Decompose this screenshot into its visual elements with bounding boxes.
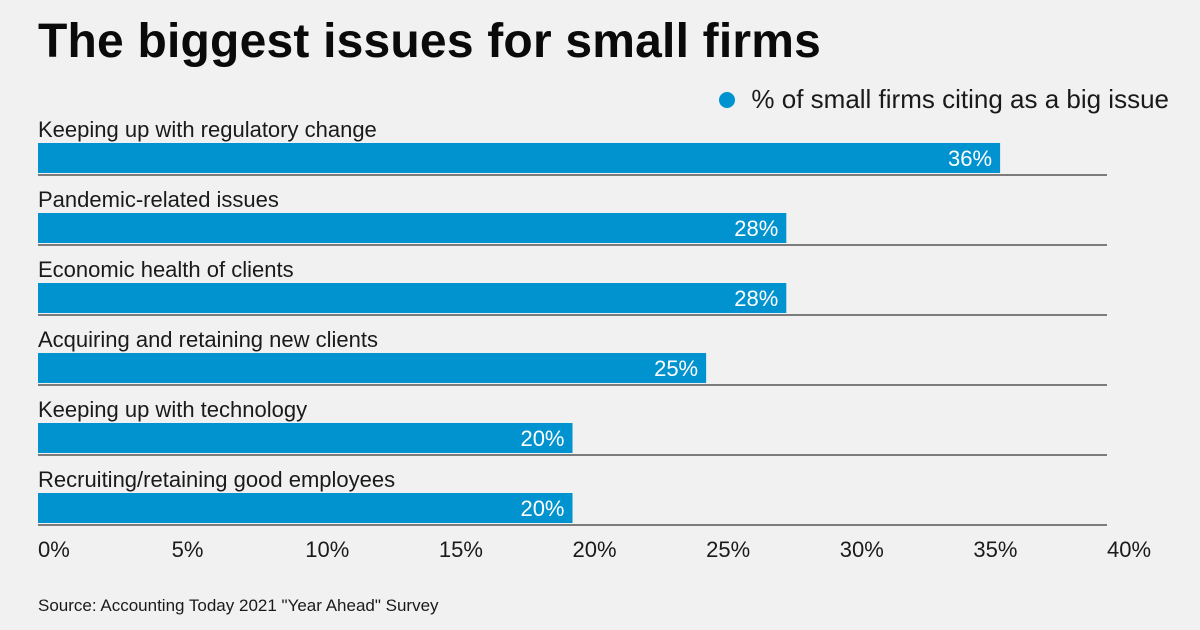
x-tick-label: 40% bbox=[1107, 537, 1151, 562]
bar bbox=[38, 493, 573, 523]
bar bbox=[38, 143, 1001, 173]
category-label: Keeping up with regulatory change bbox=[38, 117, 377, 142]
bar bbox=[38, 353, 707, 383]
category-label: Pandemic-related issues bbox=[38, 187, 279, 212]
bar-value-label: 20% bbox=[520, 496, 564, 521]
chart-title: The biggest issues for small firms bbox=[38, 15, 822, 68]
legend: % of small firms citing as a big issue bbox=[719, 84, 1169, 115]
x-tick-label: 35% bbox=[973, 537, 1017, 562]
legend-dot-icon bbox=[719, 91, 736, 108]
x-tick-label: 15% bbox=[439, 537, 483, 562]
x-tick-label: 10% bbox=[305, 537, 349, 562]
bar bbox=[38, 423, 573, 453]
bar bbox=[38, 213, 787, 243]
bar bbox=[38, 283, 787, 313]
x-tick-label: 20% bbox=[573, 537, 617, 562]
legend-label: % of small firms citing as a big issue bbox=[751, 84, 1169, 114]
bar-value-label: 28% bbox=[734, 286, 778, 311]
x-tick-label: 5% bbox=[172, 537, 204, 562]
bar-value-label: 36% bbox=[948, 146, 992, 171]
bar-value-label: 28% bbox=[734, 216, 778, 241]
bar-value-label: 20% bbox=[520, 426, 564, 451]
x-tick-label: 30% bbox=[840, 537, 884, 562]
category-label: Economic health of clients bbox=[38, 257, 294, 282]
x-tick-label: 25% bbox=[706, 537, 750, 562]
bar-value-label: 25% bbox=[654, 356, 698, 381]
category-label: Acquiring and retaining new clients bbox=[38, 327, 378, 352]
source-note: Source: Accounting Today 2021 "Year Ahea… bbox=[38, 596, 439, 615]
category-label: Recruiting/retaining good employees bbox=[38, 467, 395, 492]
x-tick-label: 0% bbox=[38, 537, 70, 562]
category-label: Keeping up with technology bbox=[38, 397, 307, 422]
